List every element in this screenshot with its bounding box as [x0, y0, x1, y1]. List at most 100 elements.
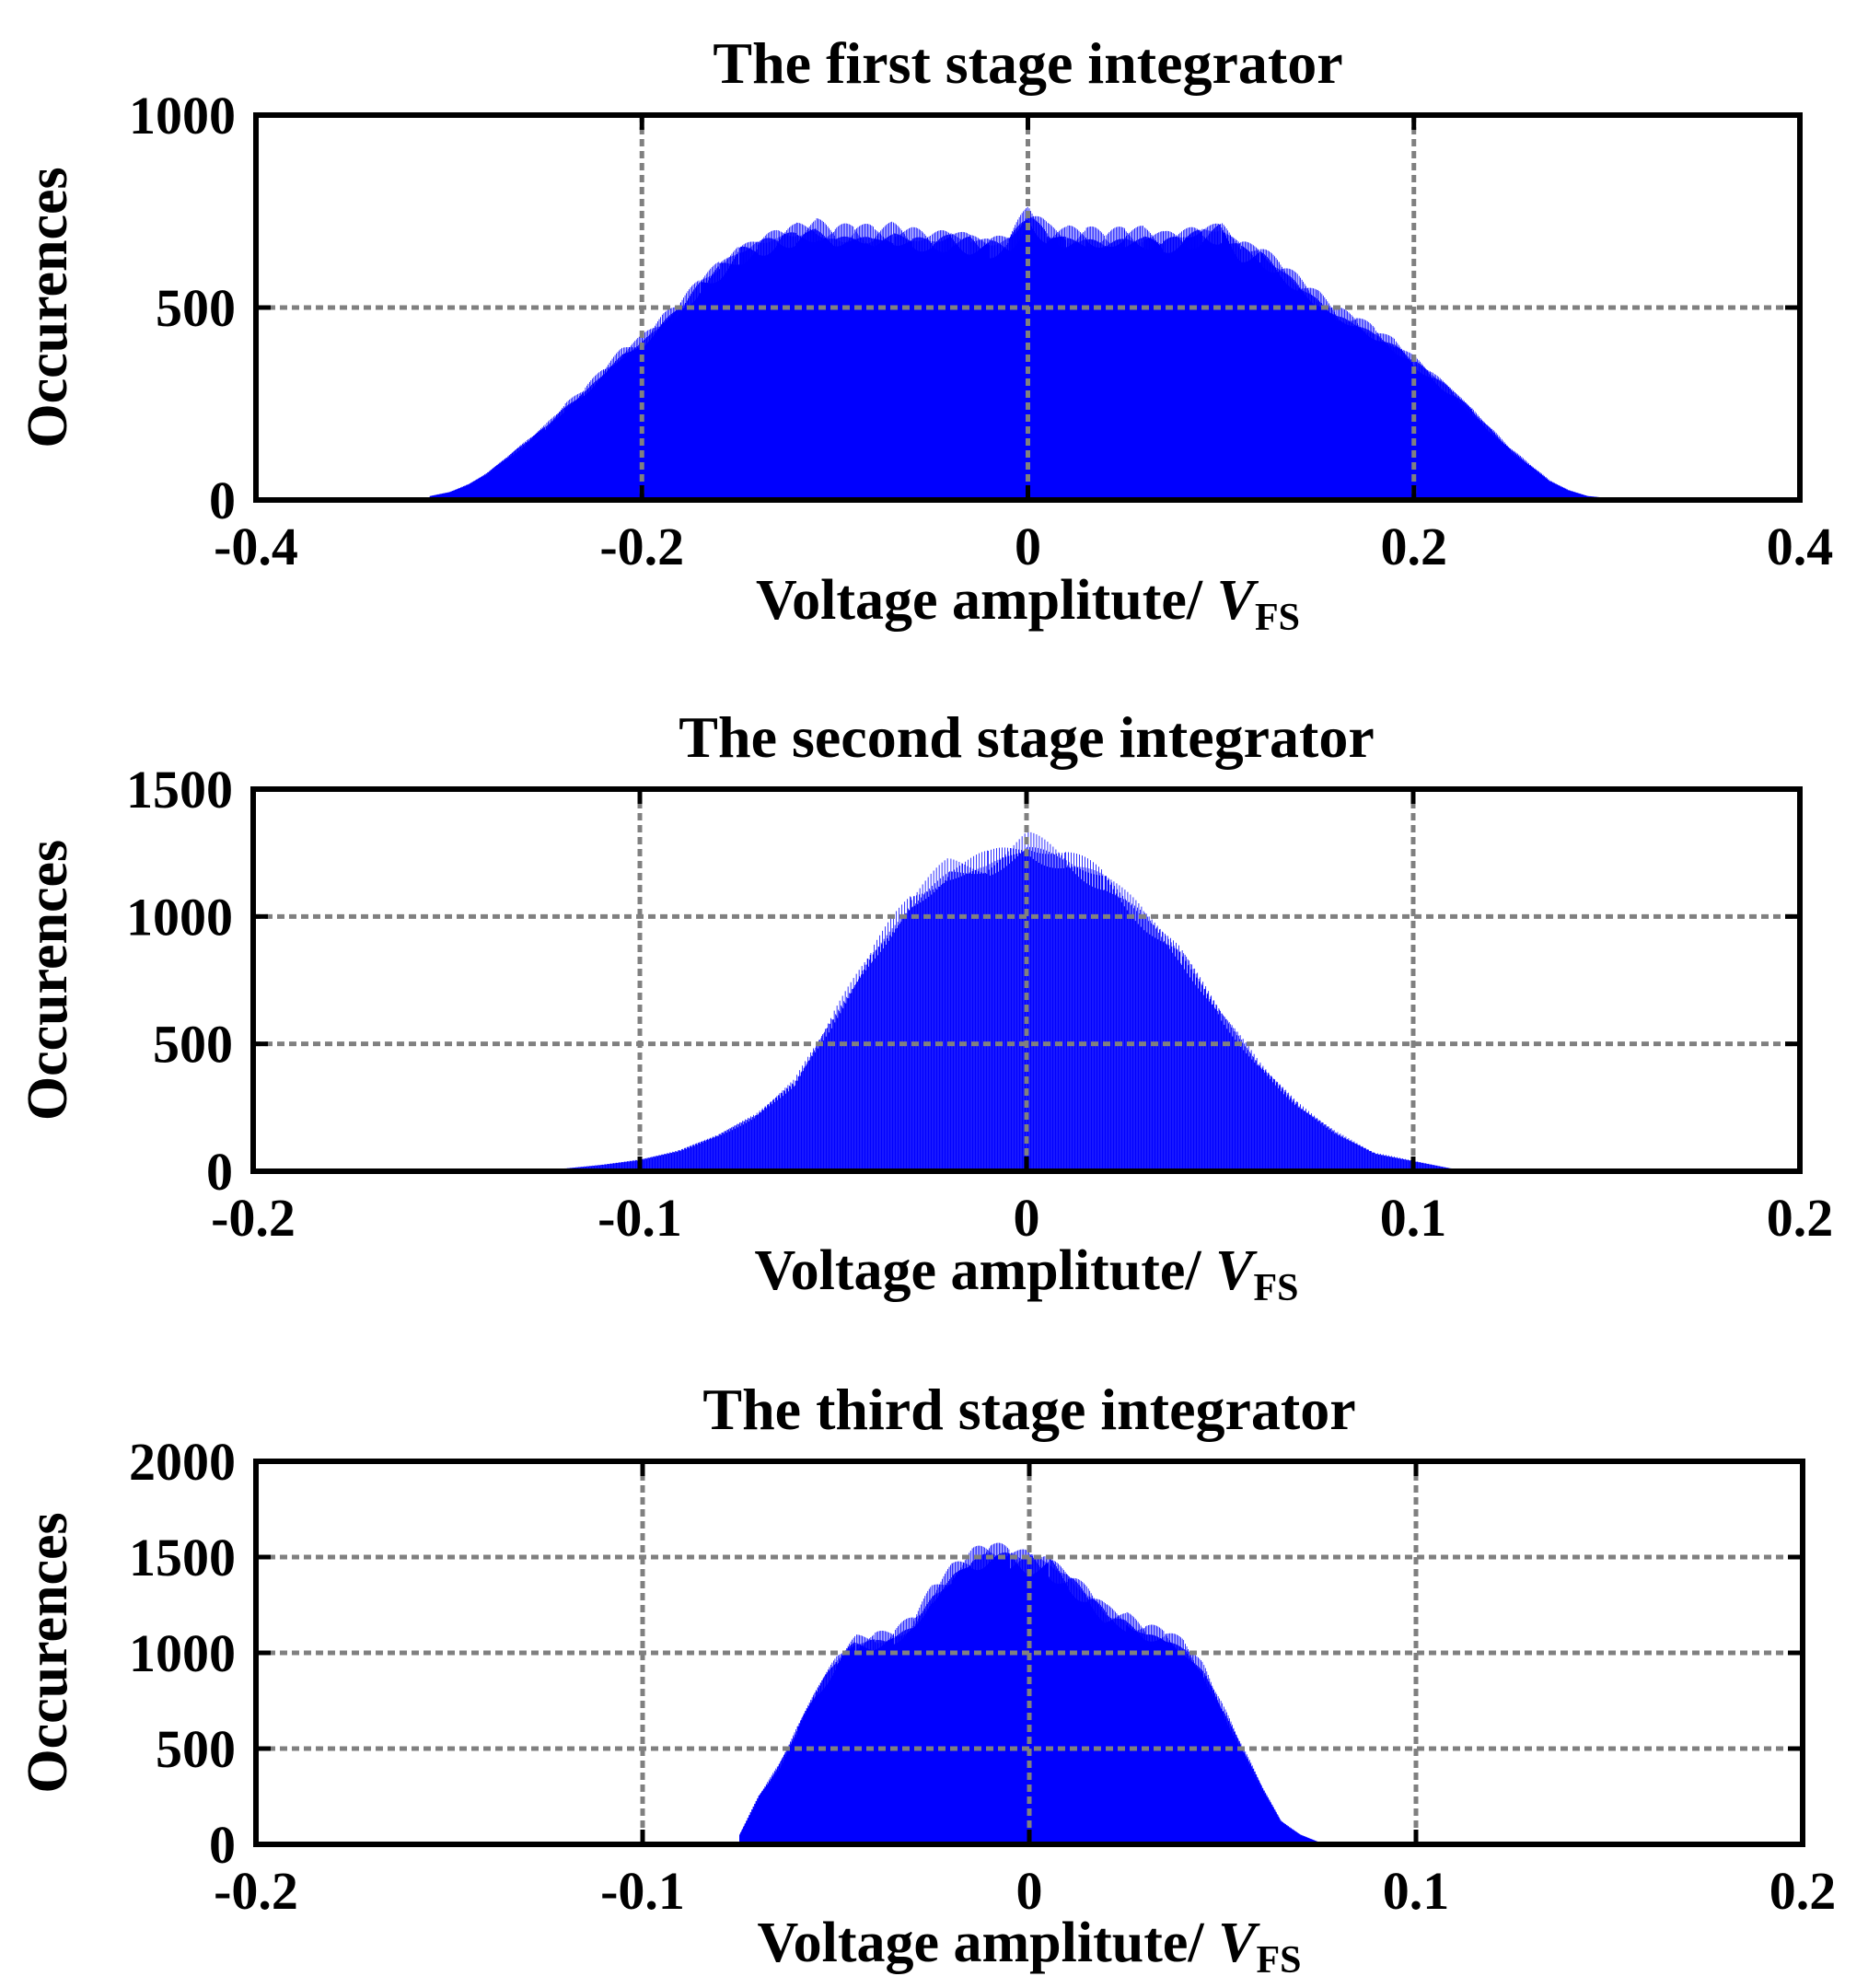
histogram-bar	[1303, 1106, 1304, 1171]
histogram-bar	[1239, 1039, 1240, 1171]
histogram-bar	[731, 1130, 733, 1171]
histogram-bar	[1311, 1115, 1313, 1171]
histogram-bar	[904, 901, 906, 1171]
histogram-bars	[563, 831, 1453, 1171]
histogram-bar	[678, 1150, 679, 1171]
histogram-bar	[1230, 1024, 1232, 1171]
histogram-bar	[795, 1080, 796, 1171]
histogram-bar	[1046, 866, 1048, 1171]
histogram-bar	[830, 1017, 831, 1171]
histogram-bar	[872, 961, 873, 1171]
histogram-bar	[736, 1125, 737, 1171]
histogram-bar	[754, 1116, 756, 1171]
histogram-bar	[1308, 1113, 1310, 1171]
histogram-bar	[897, 927, 898, 1171]
histogram-bar	[1295, 1103, 1297, 1171]
histogram-bar	[1283, 1094, 1284, 1171]
histogram-bar	[894, 932, 895, 1171]
histogram-bar	[737, 1123, 739, 1171]
histogram-bar	[769, 1106, 771, 1171]
histogram-bar	[1070, 867, 1072, 1171]
histogram-bar	[844, 991, 846, 1171]
histogram-bar	[1022, 852, 1024, 1171]
histogram-bar	[778, 1095, 780, 1171]
histogram-bar	[1220, 1010, 1221, 1171]
histogram-bar	[1116, 883, 1118, 1171]
histogram-bar	[1167, 938, 1169, 1171]
histogram-bar	[1197, 972, 1199, 1171]
histogram-bar	[1317, 1119, 1318, 1171]
histogram-bar	[795, 1080, 797, 1171]
histogram-bar	[967, 866, 969, 1171]
histogram-bar	[960, 876, 962, 1171]
histogram-bar	[723, 1132, 724, 1171]
histogram-bar	[731, 1127, 732, 1171]
histogram-bar	[1233, 1028, 1235, 1171]
histogram-bar	[1083, 866, 1085, 1171]
histogram-bar	[1120, 901, 1122, 1171]
histogram-bar	[865, 970, 867, 1171]
histogram-bar	[1328, 1126, 1329, 1171]
histogram-bar	[670, 1152, 671, 1171]
histogram-bar	[871, 962, 873, 1171]
histogram-bar	[941, 862, 943, 1171]
histogram-bar	[1270, 1075, 1272, 1171]
histogram-bar	[706, 1139, 708, 1171]
histogram-bar	[744, 1121, 746, 1171]
histogram-bar	[742, 1121, 743, 1171]
histogram-bar	[698, 1143, 699, 1171]
histogram-bar	[767, 1105, 768, 1171]
histogram-bar	[1079, 854, 1080, 1171]
histogram-bar	[1089, 885, 1091, 1171]
histogram-bar	[1191, 964, 1193, 1171]
histogram-bar	[800, 1072, 802, 1171]
histogram-bar	[1189, 977, 1190, 1171]
histogram-bar	[1210, 996, 1212, 1171]
histogram-bar	[901, 904, 903, 1171]
histogram-bar	[1093, 862, 1094, 1171]
histogram-bar	[1087, 872, 1089, 1171]
histogram-bar	[1075, 874, 1077, 1171]
histogram-bar	[1181, 964, 1182, 1171]
histogram-bar	[1165, 934, 1166, 1171]
histogram-bar	[1303, 1110, 1305, 1171]
x-tick-label: 0.1	[1380, 1188, 1447, 1248]
histogram-bar	[836, 1015, 837, 1171]
histogram-bar	[1140, 909, 1141, 1171]
histogram-bar	[1199, 981, 1201, 1171]
histogram-bar	[1148, 916, 1150, 1171]
histogram-bar	[1280, 1084, 1282, 1171]
histogram-bar	[879, 935, 881, 1171]
histogram-bar	[789, 1086, 791, 1171]
histogram-bar	[1340, 1136, 1342, 1171]
histogram-bar	[1039, 853, 1041, 1171]
histogram-bar	[1071, 852, 1072, 1171]
histogram-bar	[1343, 1138, 1345, 1171]
histogram-bar	[957, 872, 958, 1171]
histogram-bar	[874, 944, 876, 1171]
histogram-bar	[1237, 1043, 1239, 1171]
histogram-bar	[1178, 951, 1180, 1171]
histogram-bar	[789, 1086, 790, 1171]
histogram-bar	[846, 996, 848, 1171]
histogram-bar	[730, 1128, 732, 1171]
histogram-bar	[1101, 875, 1103, 1171]
histogram-bar	[1371, 1151, 1373, 1171]
histogram-bar	[913, 896, 915, 1171]
histogram-bar	[952, 878, 954, 1171]
histogram-bar	[777, 1099, 779, 1171]
histogram-bar	[1021, 850, 1022, 1171]
histogram-bar	[839, 1011, 840, 1171]
histogram-bar	[969, 867, 971, 1171]
histogram-bar	[1187, 959, 1189, 1171]
histogram-bar	[1296, 1101, 1298, 1171]
histogram-bar	[1157, 939, 1159, 1171]
histogram-bar	[1345, 1136, 1347, 1171]
histogram-bar	[749, 1118, 751, 1171]
histogram-bar	[1272, 1078, 1274, 1171]
histogram-bar	[1171, 946, 1173, 1171]
histogram-bar	[914, 905, 916, 1171]
histogram-bar	[997, 859, 999, 1171]
histogram-bar	[737, 1127, 738, 1171]
